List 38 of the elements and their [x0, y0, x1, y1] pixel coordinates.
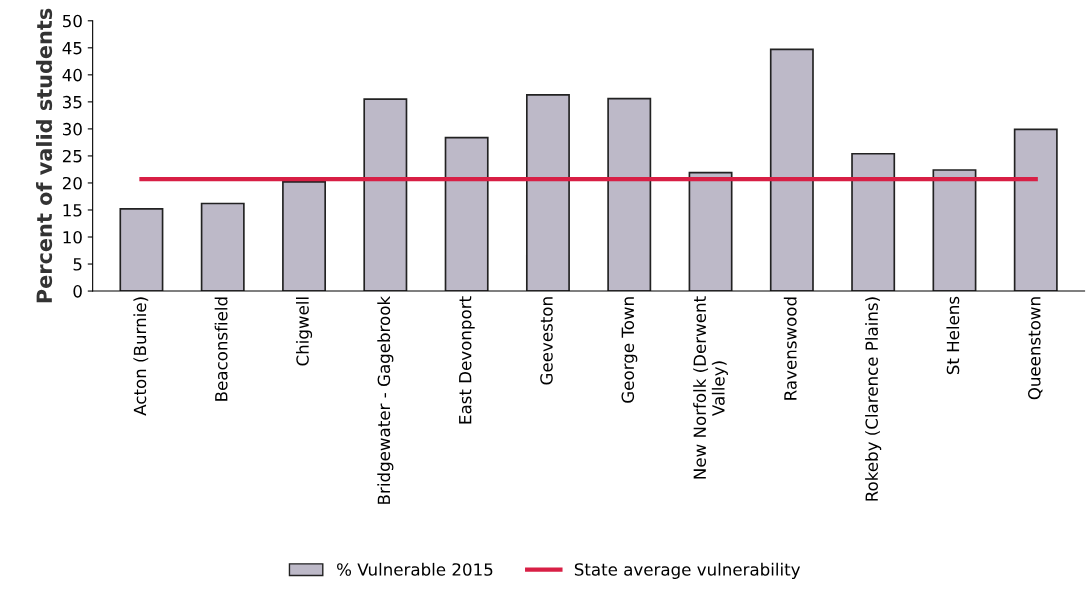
x-tick-label: St Helens — [946, 296, 960, 375]
x-tick-label: Chigwell — [295, 297, 313, 366]
y-tick-label: 5 — [73, 258, 82, 271]
bar — [932, 169, 977, 292]
y-tick-label: 30 — [62, 122, 82, 136]
bar — [1013, 128, 1058, 292]
y-tick-label: 35 — [62, 95, 82, 109]
y-tick-label: 10 — [63, 230, 82, 244]
x-tick-label: George Town — [621, 297, 638, 403]
bar — [200, 202, 245, 292]
x-tick-label: New Norfolk (Derwent Valley) — [693, 296, 728, 479]
legend-label: % Vulnerable 2015 — [337, 562, 493, 576]
x-tick-label: Acton (Burnie) — [133, 297, 149, 416]
x-tick-label: Beaconsfield — [214, 297, 228, 401]
legend-label: State average vulnerability — [574, 562, 801, 579]
bar — [688, 171, 733, 292]
y-tick-label: 20 — [62, 176, 82, 190]
bar — [607, 97, 652, 292]
x-tick-label: Geeveston — [540, 297, 553, 385]
y-tick-label: 0 — [73, 285, 82, 298]
y-tick-label: 15 — [63, 204, 82, 217]
y-tick-label: 40 — [62, 68, 82, 82]
x-tick-label: East Devonport — [459, 296, 475, 424]
bar — [525, 94, 570, 292]
bar — [444, 136, 489, 292]
y-tick-label: 25 — [62, 149, 82, 163]
y-tick-label: 50 — [63, 14, 82, 28]
bar — [282, 181, 327, 292]
bar — [119, 208, 164, 292]
bar — [851, 152, 896, 292]
x-tick-label: Rokeby (Clarence Plains) — [865, 297, 882, 501]
bar — [363, 98, 408, 292]
bar — [769, 48, 814, 292]
x-tick-label: Bridgewater - Gagebrook — [377, 295, 394, 504]
y-axis-title: Percent of valid students — [36, 8, 53, 303]
x-tick-label: Queenstown — [1028, 297, 1043, 400]
y-tick-label: 45 — [62, 42, 82, 55]
x-tick-label: Ravenswood — [783, 297, 797, 400]
